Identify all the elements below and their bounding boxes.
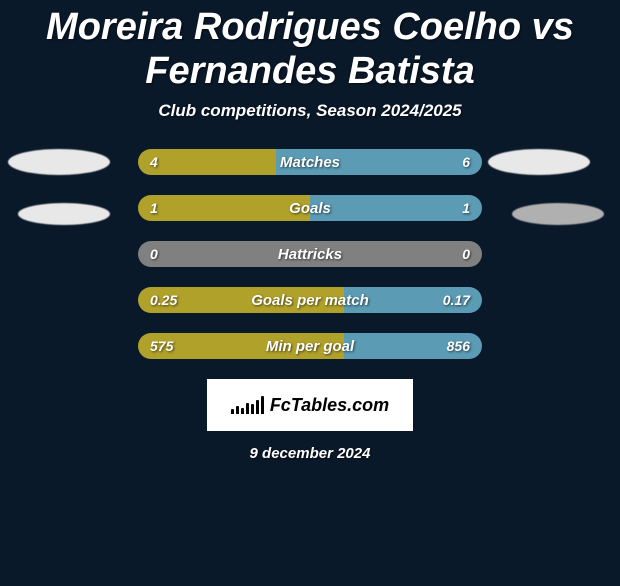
player-shadow [488,149,590,175]
stat-left-value: 575 [138,333,344,359]
stat-row: 00Hattricks [138,241,482,267]
stat-right-value: 0.17 [344,287,482,313]
logo-text: FcTables.com [270,395,389,416]
comparison-stage: 46Matches 11Goals 00Hattricks 0.250.17Goals… [0,149,620,359]
stat-left-value: 0 [138,241,310,267]
stat-right-value: 856 [344,333,482,359]
stat-row: 575856Min per goal [138,333,482,359]
stat-left-value: 1 [138,195,310,221]
stat-right-value: 1 [310,195,482,221]
stat-left-value: 4 [138,149,276,175]
player-shadow [8,149,110,175]
player-shadow [18,203,110,225]
stat-rows: 46Matches 11Goals 00Hattricks 0.250.17Goals… [138,149,482,359]
stat-right-value: 0 [310,241,482,267]
date-text: 9 december 2024 [0,445,620,462]
subtitle: Club competitions, Season 2024/2025 [0,101,620,121]
bars-icon [231,396,264,414]
stat-row: 46Matches [138,149,482,175]
fctables-logo[interactable]: FcTables.com [207,379,413,431]
player-shadow [512,203,604,225]
page-title: Moreira Rodrigues Coelho vs Fernandes Ba… [20,6,600,93]
stat-row: 0.250.17Goals per match [138,287,482,313]
stat-row: 11Goals [138,195,482,221]
stat-right-value: 6 [276,149,482,175]
stat-left-value: 0.25 [138,287,344,313]
